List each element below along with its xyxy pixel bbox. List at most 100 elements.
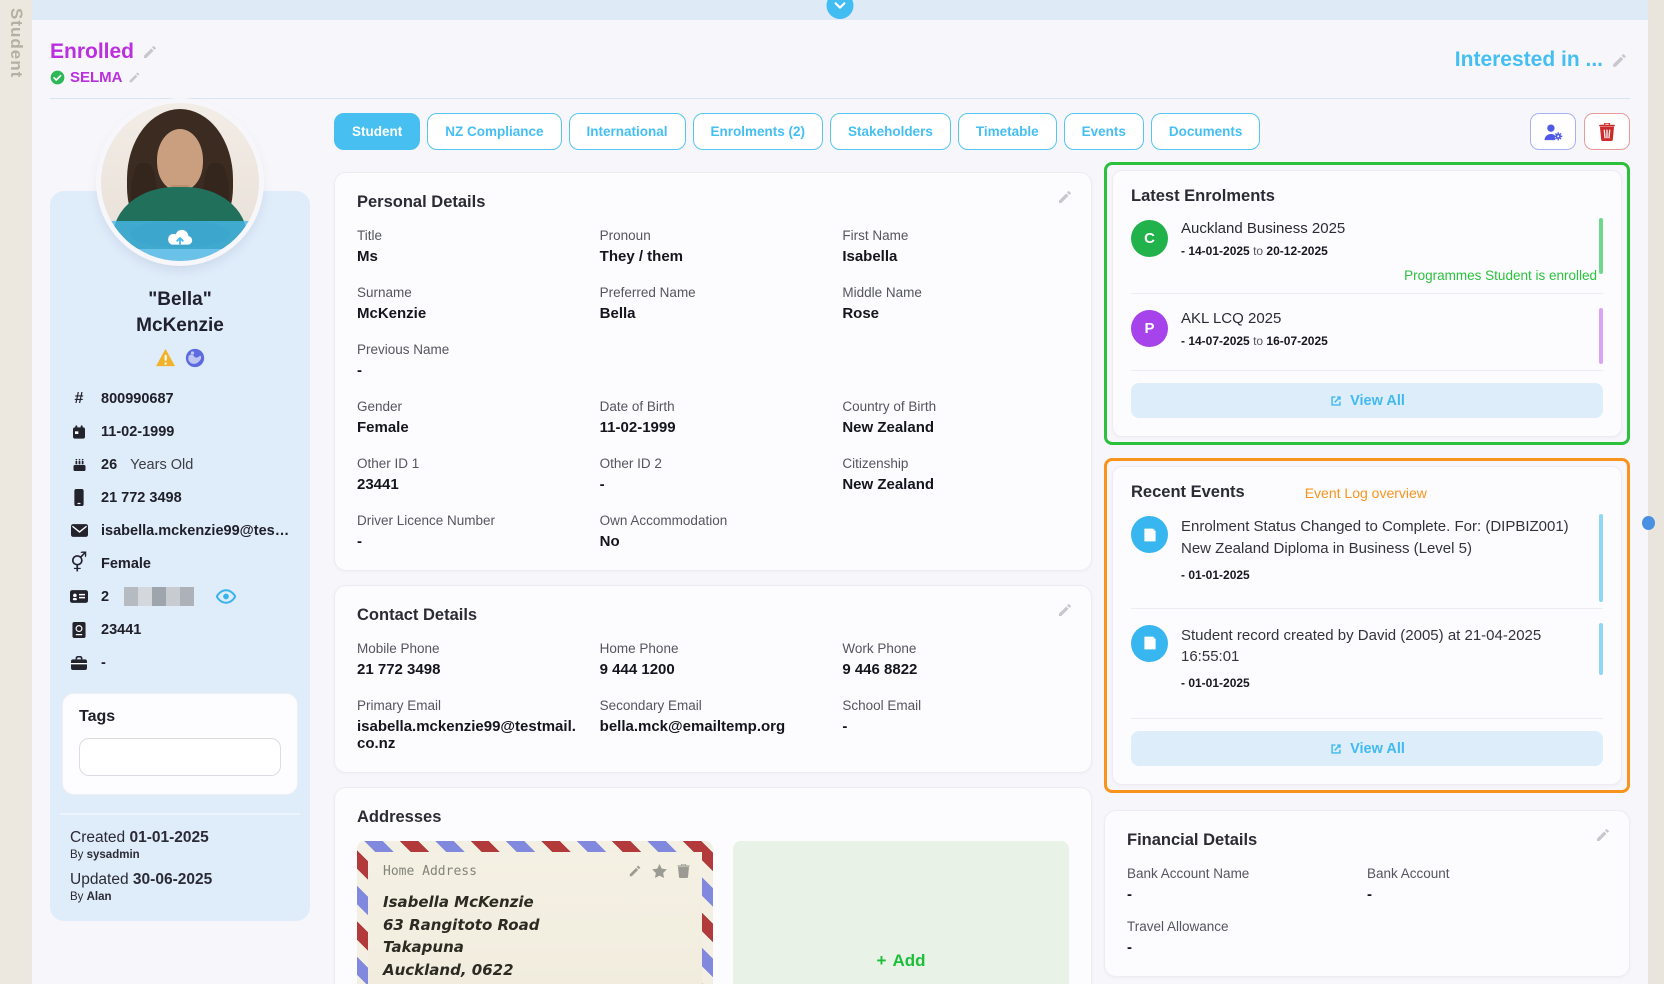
tab-student[interactable]: Student bbox=[334, 113, 421, 150]
field-other-id-1: Other ID 1 23441 bbox=[357, 456, 420, 493]
field-title: Title Ms bbox=[357, 228, 383, 265]
email-icon bbox=[70, 524, 88, 538]
field-primary-email: Primary Email isabella.mckenzie99@testmai… bbox=[357, 698, 576, 752]
gender-icon: ⚥ bbox=[70, 553, 88, 575]
tab-events[interactable]: Events bbox=[1063, 113, 1144, 150]
field-home-phone: Home Phone 9 444 1200 bbox=[599, 641, 679, 678]
passport-icon bbox=[70, 621, 88, 638]
detail-national-id: 2 bbox=[70, 580, 290, 613]
financial-details-title: Financial Details bbox=[1127, 831, 1258, 849]
event-item[interactable]: Student record created by David (2005) a… bbox=[1131, 611, 1603, 703]
record-meta: Created 01-01-2025 By sysadmin Updated 3… bbox=[60, 813, 300, 903]
tags-input[interactable] bbox=[79, 738, 281, 777]
top-strip bbox=[32, 0, 1648, 20]
tab-timetable[interactable]: Timetable bbox=[957, 113, 1057, 150]
detail-gender: ⚥ Female bbox=[70, 553, 151, 575]
edit-financial-details-icon[interactable] bbox=[1595, 827, 1611, 843]
edit-interest-icon[interactable] bbox=[1611, 52, 1628, 69]
tab-nz-compliance[interactable]: NZ Compliance bbox=[427, 113, 562, 150]
event-note-icon bbox=[1131, 624, 1168, 662]
edit-personal-details-icon[interactable] bbox=[1057, 189, 1073, 205]
field-dob: Date of Birth 11-02-1999 bbox=[599, 399, 676, 436]
external-link-icon bbox=[1329, 394, 1343, 408]
personal-details-title: Personal Details bbox=[357, 193, 486, 211]
detail-email: isabella.mckenzie99@test… bbox=[70, 514, 290, 547]
tab-stakeholders[interactable]: Stakeholders bbox=[830, 113, 951, 150]
enrolment-item[interactable]: C Auckland Business 2025 - 14-01-2025 to… bbox=[1131, 206, 1603, 274]
calendar-icon bbox=[70, 424, 88, 440]
field-first-name: First Name Isabella bbox=[842, 228, 909, 265]
cloud-upload-icon bbox=[165, 226, 195, 261]
field-middle-name: Middle Name Rose bbox=[842, 285, 922, 322]
enrolment-item[interactable]: P AKL LCQ 2025 - 14-07-2025 to 16-07-202… bbox=[1131, 296, 1603, 364]
tab-bar: Student NZ Compliance International Enro… bbox=[334, 113, 1261, 150]
recent-events-card: Recent Events Event Log overview Enrolme… bbox=[1112, 466, 1622, 785]
tab-documents[interactable]: Documents bbox=[1150, 113, 1261, 150]
enrolment-dates: - 14-01-2025 to 20-12-2025 bbox=[1181, 244, 1328, 258]
favourite-address-star-icon[interactable] bbox=[652, 864, 667, 878]
reveal-id-eye-icon[interactable] bbox=[216, 589, 237, 605]
home-address-lines: Isabella McKenzie 63 Rangitoto Road Taka… bbox=[383, 893, 540, 984]
addresses-title: Addresses bbox=[357, 808, 442, 826]
profile-sidebar: "Bella" McKenzie # 800990687 bbox=[50, 103, 310, 984]
verified-check-icon bbox=[50, 70, 65, 85]
user-settings-icon bbox=[1543, 123, 1564, 141]
enrolment-initial-badge: C bbox=[1131, 220, 1168, 257]
status-block: Enrolled SELMA bbox=[50, 40, 158, 86]
detail-employer: - bbox=[70, 646, 290, 679]
globe-icon[interactable] bbox=[185, 348, 205, 368]
manage-user-button[interactable] bbox=[1530, 113, 1576, 150]
recent-events-title: Recent Events bbox=[1131, 483, 1245, 501]
delete-address-icon[interactable] bbox=[677, 864, 690, 878]
avatar-upload-overlay[interactable] bbox=[101, 221, 259, 261]
tab-enrolments[interactable]: Enrolments (2) bbox=[692, 113, 824, 150]
field-citizenship: Citizenship New Zealand bbox=[842, 456, 935, 493]
detail-mobile: 21 772 3498 bbox=[70, 481, 290, 514]
latest-enrolments-card: Latest Enrolments C Auckland Business 20… bbox=[1112, 170, 1622, 437]
student-name: "Bella" McKenzie bbox=[136, 289, 224, 336]
divider bbox=[1131, 718, 1603, 719]
profile-detail-list: # 800990687 11-02-1999 26 Years Old bbox=[60, 382, 300, 679]
field-travel-allowance: Travel Allowance - bbox=[1127, 919, 1229, 956]
delete-student-button[interactable] bbox=[1584, 113, 1630, 150]
field-own-accommodation: Own Accommodation No bbox=[599, 513, 728, 550]
event-status-bar bbox=[1599, 622, 1603, 675]
interest-status-block: Interested in ... bbox=[1455, 48, 1628, 72]
collapse-header-button[interactable] bbox=[826, 0, 854, 19]
trash-icon bbox=[1599, 122, 1615, 141]
edit-source-icon[interactable] bbox=[128, 71, 141, 84]
chevron-down-icon bbox=[834, 0, 847, 12]
field-bank-account-name: Bank Account Name - bbox=[1127, 866, 1250, 903]
contact-details-card: Contact Details Mobile Phone 21 772 3498 … bbox=[334, 585, 1092, 773]
toolbar: Student NZ Compliance International Enro… bbox=[334, 113, 1630, 150]
module-rail: Student bbox=[0, 0, 32, 984]
divider bbox=[1131, 607, 1603, 609]
edit-status-icon[interactable] bbox=[142, 44, 158, 60]
page-header: Enrolled SELMA Interested in ... bbox=[50, 34, 1630, 99]
tags-title: Tags bbox=[79, 708, 116, 726]
enrolment-name: AKL LCQ 2025 bbox=[1181, 310, 1282, 327]
event-status-bar bbox=[1599, 514, 1603, 602]
detail-other-id: 23441 bbox=[70, 613, 290, 646]
field-other-id-2: Other ID 2- bbox=[599, 456, 662, 493]
event-date: - 01-01-2025 bbox=[1181, 676, 1250, 690]
tab-international[interactable]: International bbox=[568, 113, 686, 150]
enrolments-annotation-label: Programmes Student is enrolled bbox=[1404, 268, 1597, 283]
event-text: Enrolment Status Changed to Complete. Fo… bbox=[1181, 518, 1569, 557]
edit-address-icon[interactable] bbox=[628, 864, 642, 878]
field-gender: Gender Female bbox=[357, 399, 409, 436]
event-date: - 01-01-2025 bbox=[1181, 567, 1250, 582]
warning-icon[interactable] bbox=[155, 348, 176, 368]
scroll-indicator[interactable] bbox=[1642, 516, 1655, 530]
view-all-enrolments-button[interactable]: View All bbox=[1131, 383, 1603, 418]
interest-status: Interested in ... bbox=[1454, 48, 1603, 71]
edit-contact-details-icon[interactable] bbox=[1057, 602, 1073, 618]
view-all-events-button[interactable]: View All bbox=[1131, 731, 1603, 766]
add-address-button[interactable]: + Add bbox=[733, 841, 1069, 984]
field-preferred-name: Preferred Name Bella bbox=[599, 285, 696, 322]
student-avatar[interactable] bbox=[101, 103, 259, 261]
enrolment-name: Auckland Business 2025 bbox=[1181, 220, 1346, 237]
contact-details-title: Contact Details bbox=[357, 606, 478, 624]
event-item[interactable]: Enrolment Status Changed to Complete. Fo… bbox=[1131, 502, 1603, 602]
field-previous-name: Previous Name - bbox=[357, 342, 450, 379]
